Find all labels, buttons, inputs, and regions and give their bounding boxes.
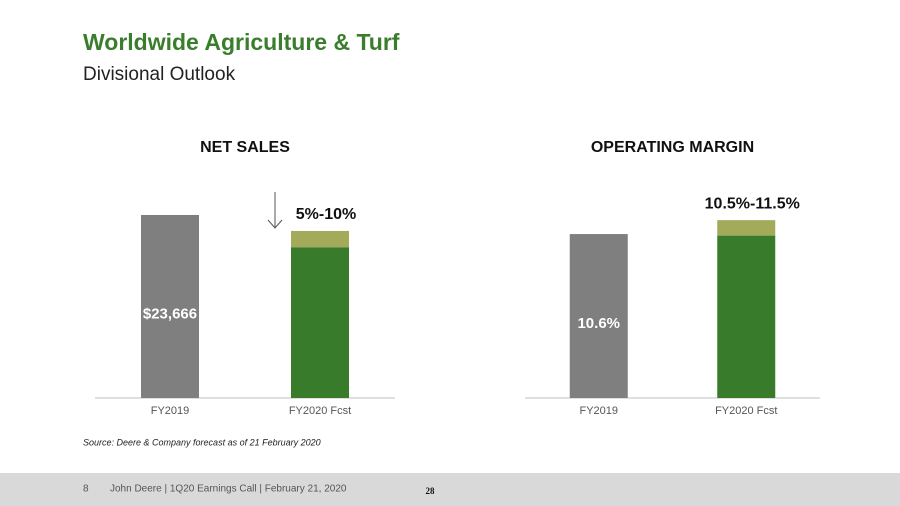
slide-subtitle: Divisional Outlook [83, 64, 236, 85]
annotation: 10.5%-11.5% [705, 195, 800, 212]
annotation: 5%-10% [296, 206, 356, 223]
x-tick-label: FY2020 Fcst [715, 405, 777, 417]
bar [569, 234, 628, 398]
x-tick-label: FY2019 [151, 405, 190, 417]
footer-page: 8 [83, 484, 89, 495]
footer-text: John Deere | 1Q20 Earnings Call | Februa… [110, 484, 347, 495]
bar [291, 247, 349, 398]
value-label: 10.6% [577, 315, 620, 332]
bar [717, 235, 776, 398]
bar [141, 214, 199, 398]
slide-number: 28 [426, 486, 436, 496]
x-tick-label: FY2019 [579, 405, 618, 417]
x-tick-label: FY2020 Fcst [289, 405, 351, 417]
arrow-head [267, 219, 283, 229]
slide-title: Worldwide Agriculture & Turf [83, 29, 400, 55]
bar [717, 220, 776, 236]
footer-band [0, 473, 900, 506]
chart-title: NET SALES [200, 139, 290, 156]
bar [291, 230, 349, 248]
chart-title: OPERATING MARGIN [591, 139, 754, 156]
source-note: Source: Deere & Company forecast as of 2… [83, 437, 321, 447]
value-label: $23,666 [143, 305, 197, 322]
